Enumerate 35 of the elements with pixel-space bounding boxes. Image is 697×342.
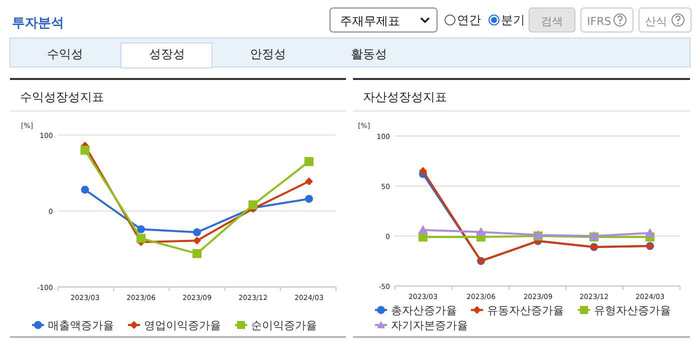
text: 연간 [457,13,481,27]
point [645,228,655,237]
point [193,236,201,245]
text: 성장성 [149,47,185,61]
legend-label: 매출액증가율 [48,319,114,332]
point [419,167,427,175]
point [192,249,202,258]
point [476,227,486,236]
point [305,194,313,203]
point [193,228,201,236]
chart-title: 자산성장성지표 [363,90,447,104]
point [418,225,428,234]
text: 주재무제표 [340,14,400,28]
legend-label: 영업이익증가율 [144,319,221,332]
text: 분기 [501,13,525,27]
legend-label: 유동자산증가율 [487,304,564,317]
point [137,225,145,234]
text: 수익성 [47,47,83,61]
point [81,186,89,194]
text: 투자분석 [12,16,64,31]
chart-title: 수익성장성지표 [20,90,104,104]
point [304,157,314,166]
legend-label: 순이익증가율 [251,319,317,332]
point [305,177,313,186]
text: 활동성 [351,47,387,61]
legend-label: 유형자산증가율 [594,304,671,317]
text: IFRS [587,15,612,28]
legend-label: 총자산증가율 [391,304,457,317]
legend-label: 자기자본증가율 [391,319,468,332]
point [136,234,146,243]
text: 안정성 [250,47,286,61]
text: 검색 [541,15,563,28]
point [80,146,90,155]
text: 산식 [645,15,667,28]
point [248,200,258,210]
